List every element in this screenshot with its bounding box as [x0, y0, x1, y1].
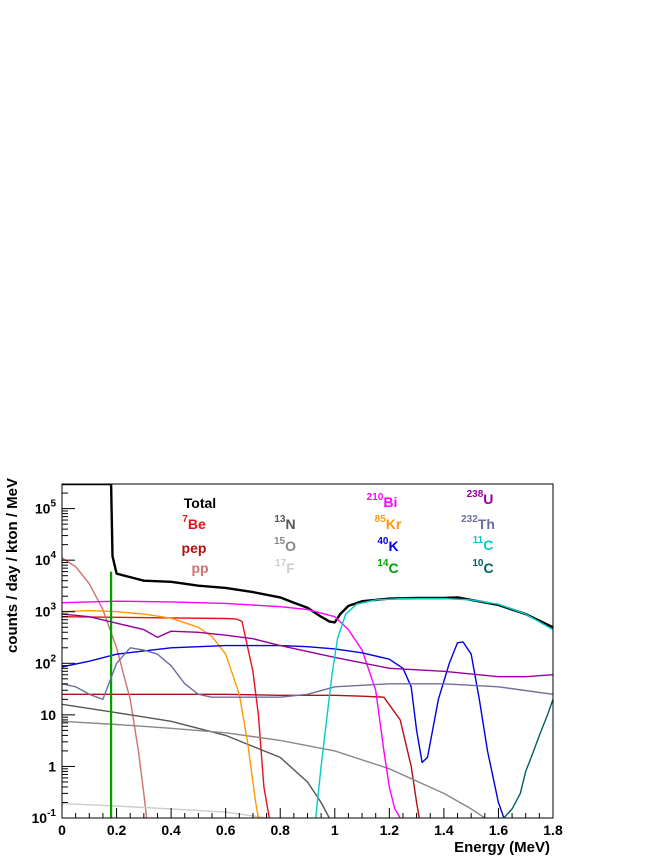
legend-entry: 13N	[274, 514, 295, 532]
legend-entry: 232Th	[461, 514, 495, 532]
legend-entry: Total	[184, 495, 216, 511]
series-line-17-f	[62, 802, 267, 818]
y-tick-label: 10-1	[32, 808, 57, 826]
x-tick-label: 1.4	[434, 822, 454, 838]
x-tick-label: 0	[58, 822, 66, 838]
legend-entry: 15O	[274, 536, 296, 554]
y-tick-label: 10	[40, 707, 56, 723]
series-line-85-kr	[62, 609, 260, 818]
series-line-40-k	[62, 641, 505, 818]
x-tick-label: 0.6	[216, 822, 236, 838]
legend-entry: 238U	[467, 489, 494, 507]
series-line-13-n	[62, 703, 330, 818]
x-tick-label: 0.8	[270, 822, 290, 838]
legend-entry: pp	[191, 560, 208, 576]
legend-entry: 85Kr	[375, 514, 402, 532]
series-line-7-be	[62, 616, 270, 818]
series-line-15-o	[62, 720, 486, 818]
x-tick-label: 1.2	[380, 822, 400, 838]
y-tick-label: 1	[48, 758, 56, 774]
legend-entry: 17F	[275, 558, 295, 576]
series-line-pep	[62, 693, 420, 818]
series-layer	[62, 484, 553, 818]
series-line-238-u	[62, 613, 553, 678]
x-tick-label: 0.2	[107, 822, 127, 838]
x-tick-label: 1.6	[489, 822, 509, 838]
series-line-11-c	[315, 597, 553, 818]
legend-entry: 210Bi	[367, 492, 398, 510]
legend-entry: 7Be	[182, 514, 206, 532]
series-line-10-c	[503, 699, 553, 818]
y-tick-label: 105	[35, 499, 57, 517]
series-line-232-th	[62, 647, 553, 700]
legend-entry: 40K	[377, 536, 398, 554]
legend-entry: 11C	[473, 535, 494, 553]
series-line-210-bi	[62, 600, 401, 818]
legend-entry: 14C	[377, 558, 398, 576]
legend-entry: pep	[182, 540, 207, 556]
series-line-total	[62, 484, 553, 629]
series-line-pp	[62, 557, 148, 818]
y-tick-label: 103	[35, 602, 57, 620]
x-tick-label: 0.4	[161, 822, 181, 838]
y-axis-label: counts / day / kton / MeV	[4, 478, 21, 653]
x-axis-label: Energy (MeV)	[454, 839, 550, 856]
x-tick-label: 1.8	[543, 822, 563, 838]
axes-layer: 0 0.2 0.4 0.6 0.8 1 1.2 1.4 1.6 1.8 10-1 1 10 102 103 1…	[32, 483, 563, 838]
x-tick-label: 1	[331, 822, 339, 838]
legend-entry: 10C	[472, 558, 493, 576]
y-tick-label: 102	[35, 653, 57, 671]
y-tick-label: 104	[35, 550, 57, 568]
legend: Total 7Be pep pp 13N 15O 17F 210Bi 85Kr 40K 14C 238…	[182, 489, 495, 576]
